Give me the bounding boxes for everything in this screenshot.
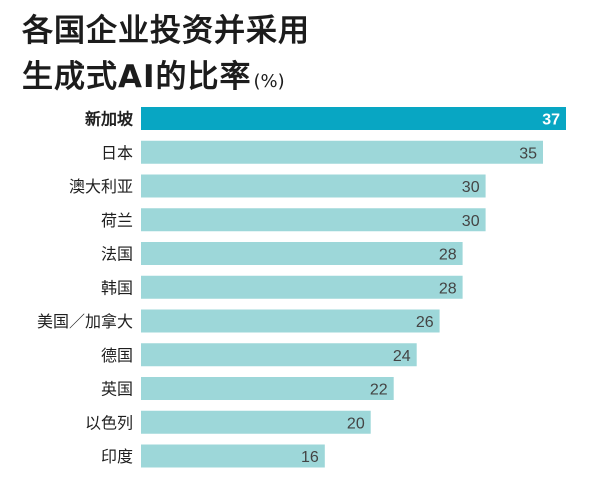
- category-label: 韩国: [101, 278, 133, 297]
- value-label: 37: [542, 112, 560, 129]
- value-label: 30: [462, 179, 480, 196]
- bar: [141, 410, 371, 434]
- value-label: 35: [519, 145, 537, 162]
- bar-row: 美国／加拿大 26: [37, 309, 440, 333]
- value-label: 28: [439, 247, 457, 264]
- bar: [141, 174, 486, 198]
- title-line-1: 各国企业投资并采用: [22, 13, 310, 49]
- value-label: 30: [462, 213, 480, 230]
- bar-row: 澳大利亚 30: [69, 174, 486, 198]
- bar-row: 荷兰 30: [101, 208, 486, 232]
- title-line-2-text: 生成式AI的比率: [22, 59, 252, 95]
- bar: [141, 444, 325, 468]
- category-label: 澳大利亚: [69, 177, 133, 196]
- category-label: 法国: [101, 245, 133, 264]
- bar: [141, 309, 440, 333]
- bar: [141, 208, 486, 232]
- value-label: 22: [370, 382, 388, 399]
- value-label: 26: [416, 314, 434, 331]
- bar-row: 新加坡 37: [85, 107, 566, 130]
- value-label: 16: [301, 449, 319, 466]
- bar: [141, 107, 566, 130]
- bar: [141, 275, 463, 299]
- chart-title: 各国企业投资并采用 生成式AI的比率 (%): [22, 8, 310, 105]
- category-label: 荷兰: [101, 211, 133, 230]
- category-label: 新加坡: [85, 110, 134, 129]
- bar-row: 韩国 28: [101, 275, 463, 299]
- value-label: 20: [347, 415, 365, 432]
- category-label: 美国／加拿大: [37, 312, 133, 331]
- title-unit: (%): [253, 71, 285, 92]
- value-label: 28: [439, 280, 457, 297]
- category-label: 英国: [101, 380, 133, 399]
- category-label: 以色列: [85, 413, 133, 432]
- bar-row: 德国 24: [101, 343, 417, 367]
- bar-row: 法国 28: [101, 242, 463, 265]
- bar-row: 以色列 20: [85, 410, 371, 434]
- bar-row: 英国 22: [101, 377, 394, 400]
- category-label: 日本: [101, 143, 133, 162]
- bar-row: 日本 35: [101, 140, 543, 164]
- category-label: 印度: [101, 447, 133, 466]
- bar: [141, 242, 463, 265]
- value-label: 24: [393, 348, 411, 365]
- bar: [141, 377, 394, 400]
- category-label: 德国: [101, 346, 133, 365]
- bar-row: 印度 16: [101, 444, 325, 468]
- bar: [141, 140, 543, 164]
- title-line-2: 生成式AI的比率 (%): [22, 54, 310, 105]
- bar: [141, 343, 417, 367]
